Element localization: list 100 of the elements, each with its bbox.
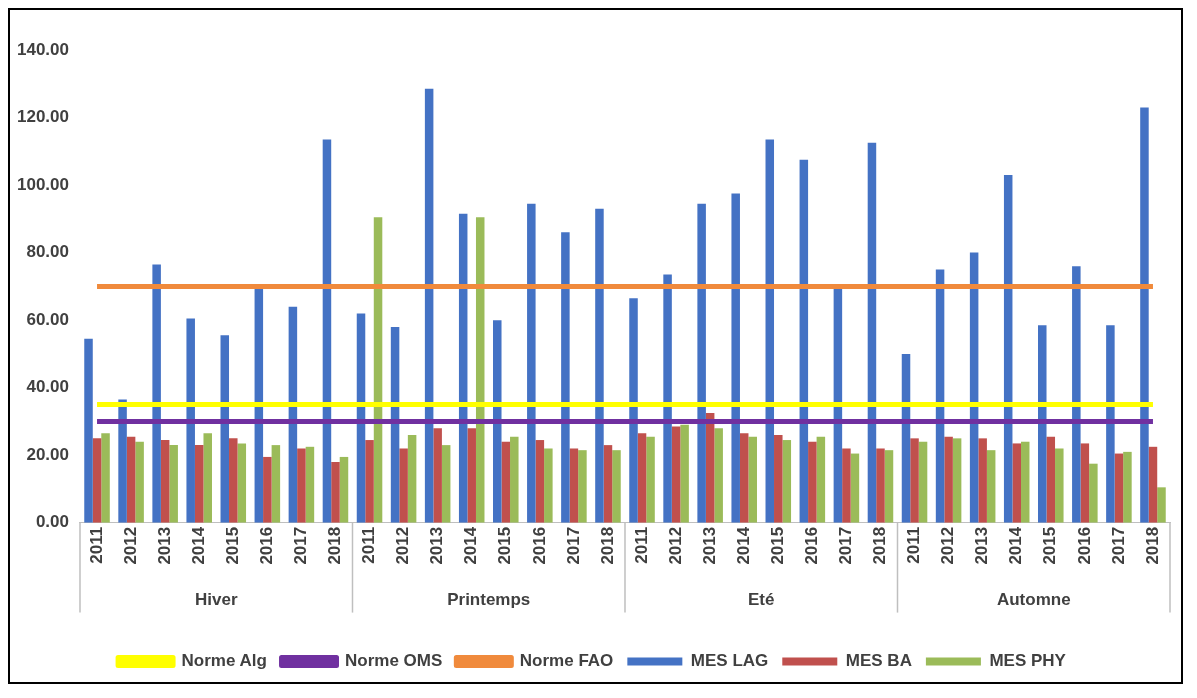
bar <box>331 462 340 523</box>
x-tick-label: 2014 <box>188 526 208 565</box>
x-tick-label: 2012 <box>665 526 685 565</box>
bar <box>152 264 161 523</box>
text: Printemps <box>447 590 531 610</box>
x-tick-label: 2011 <box>359 526 379 564</box>
x-tick-label: 2016 <box>802 526 822 565</box>
y-tick-label: 120.00 <box>17 107 69 127</box>
x-tick-label: 2014 <box>733 526 753 565</box>
bar <box>297 448 306 523</box>
bar <box>84 338 93 523</box>
bar <box>748 436 757 523</box>
bar <box>501 441 511 523</box>
bar <box>680 424 689 523</box>
x-tick-label: 2011 <box>631 526 651 564</box>
bar <box>493 320 502 523</box>
text: Automne <box>996 590 1071 610</box>
y-tick-label: 40.00 <box>26 377 69 397</box>
bar <box>782 440 792 523</box>
bar <box>1114 453 1124 523</box>
bar <box>424 88 434 523</box>
legend-label: Norme OMS <box>345 651 443 671</box>
bar <box>646 436 655 523</box>
x-tick-label: 2012 <box>938 526 958 565</box>
x-tick-label: 2011 <box>904 526 924 564</box>
bar <box>663 274 672 523</box>
bar <box>884 450 894 523</box>
bar <box>944 436 953 523</box>
legend-label: MES BA <box>845 651 912 671</box>
x-tick-label: 2017 <box>291 526 311 565</box>
y-tick-label: 100.00 <box>17 174 69 194</box>
bar <box>1020 441 1030 523</box>
text: Hiver <box>194 590 238 610</box>
bar <box>986 450 996 523</box>
bar <box>603 445 613 523</box>
bar <box>305 446 315 523</box>
bar <box>1106 325 1115 523</box>
bar <box>467 428 476 523</box>
bar <box>1148 446 1158 523</box>
bar <box>271 445 281 523</box>
bar <box>561 232 570 523</box>
x-tick-label: 2015 <box>1040 526 1060 565</box>
bar <box>101 433 110 523</box>
x-tick-label: 2017 <box>836 526 856 565</box>
x-tick-label: 2018 <box>597 526 617 565</box>
bar <box>203 433 212 523</box>
x-tick-label: 2017 <box>1108 526 1128 565</box>
legend-label: Norme Alg <box>181 651 267 671</box>
bar <box>229 438 238 523</box>
bar <box>765 139 775 523</box>
x-tick-label: 2015 <box>495 526 515 565</box>
bar <box>433 428 442 523</box>
bar <box>339 456 349 523</box>
x-tick-label: 2018 <box>870 526 890 565</box>
bar <box>527 203 536 523</box>
x-tick-label: 2018 <box>1142 526 1162 565</box>
x-tick-label: 2018 <box>325 526 345 565</box>
y-tick-label: 80.00 <box>26 242 69 262</box>
bar <box>595 208 604 523</box>
y-tick-label: 140.00 <box>17 39 69 59</box>
bar <box>842 448 851 523</box>
bar <box>510 436 519 523</box>
x-tick-label: 2015 <box>222 526 242 565</box>
x-tick-label: 2017 <box>563 526 583 565</box>
y-tick-label: 20.00 <box>26 444 69 464</box>
bar <box>92 438 102 523</box>
bar <box>952 438 962 523</box>
bar <box>135 441 144 523</box>
x-tick-label: 2016 <box>257 526 277 565</box>
bar <box>569 448 579 523</box>
legend-label: MES LAG <box>690 651 769 671</box>
x-tick-label: 2014 <box>461 526 481 565</box>
x-tick-label: 2012 <box>393 526 413 565</box>
x-tick-label: 2015 <box>767 526 787 565</box>
legend-label: Norme FAO <box>519 651 614 671</box>
bar <box>441 445 451 523</box>
bar <box>118 399 127 523</box>
bar <box>399 448 408 523</box>
bar <box>1055 448 1064 523</box>
bar <box>731 193 740 523</box>
bar <box>1012 443 1021 523</box>
bar <box>1080 443 1090 523</box>
bar <box>535 440 545 523</box>
bar <box>169 445 178 523</box>
x-tick-label: 2016 <box>1074 526 1094 565</box>
bar <box>322 139 332 523</box>
bar <box>1038 325 1047 523</box>
y-tick-label: 60.00 <box>26 309 69 329</box>
bar <box>697 203 706 523</box>
bar <box>544 448 553 523</box>
bar <box>637 433 647 523</box>
x-tick-label: 2012 <box>120 526 140 565</box>
x-tick-label: 2013 <box>699 526 719 565</box>
bar <box>629 298 638 523</box>
bar <box>816 436 826 523</box>
bar <box>407 434 417 523</box>
bar <box>194 445 204 523</box>
bar <box>876 448 885 523</box>
x-tick-label: 2013 <box>972 526 992 565</box>
bar <box>918 441 928 523</box>
